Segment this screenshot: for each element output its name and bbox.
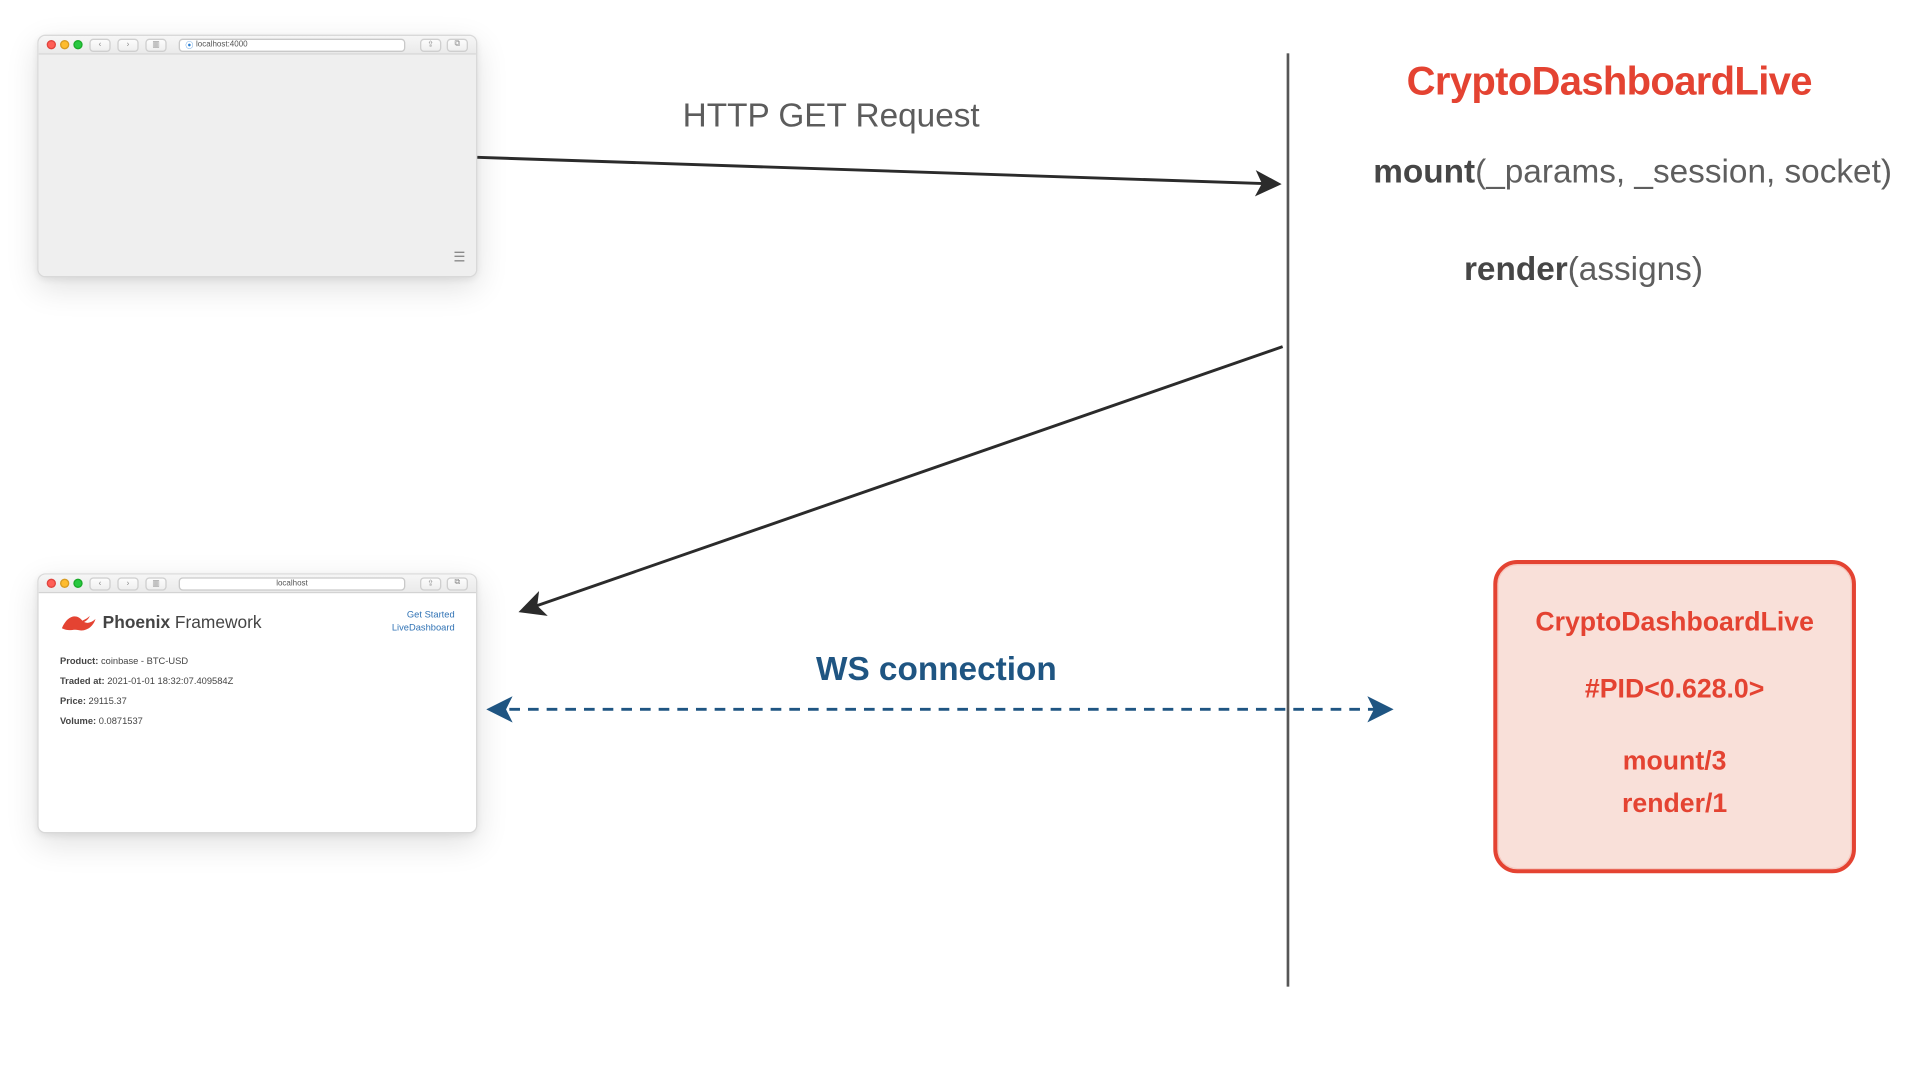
process-pid: #PID<0.628.0> xyxy=(1511,668,1839,711)
minimize-icon[interactable] xyxy=(60,579,69,588)
process-name: CryptoDashboardLive xyxy=(1511,601,1839,644)
tabs-button[interactable]: ⧉ xyxy=(447,38,468,51)
browser2-body: Phoenix Framework Get Started LiveDashbo… xyxy=(39,593,476,832)
back-button[interactable]: ‹ xyxy=(89,577,110,590)
browser1-titlebar: ‹ › ▥ ⦿ localhost:4000 ⇪ ⧉ xyxy=(39,36,476,55)
sidebar-button[interactable]: ▥ xyxy=(145,577,166,590)
browser2-titlebar: ‹ › ▥ localhost ⇪ ⧉ xyxy=(39,575,476,594)
kv-traded-at: Traded at: 2021-01-01 18:32:07.409584Z xyxy=(60,677,455,686)
browser-empty: ‹ › ▥ ⦿ localhost:4000 ⇪ ⧉ ☰ xyxy=(37,35,477,278)
kv-volume: Volume: 0.0871537 xyxy=(60,717,455,726)
browser1-body: ☰ xyxy=(39,55,476,276)
phoenix-bird-icon xyxy=(60,610,97,634)
url-field[interactable]: localhost xyxy=(179,577,406,590)
phoenix-links: Get Started LiveDashboard xyxy=(392,609,455,635)
hamburger-icon: ☰ xyxy=(453,251,465,266)
minimize-icon[interactable] xyxy=(60,40,69,49)
lifeline-divider xyxy=(1287,53,1290,986)
label-http: HTTP GET Request xyxy=(683,97,980,136)
forward-button[interactable]: › xyxy=(117,577,138,590)
label-ws: WS connection xyxy=(816,651,1057,690)
process-call-render: render/1 xyxy=(1511,783,1839,826)
phoenix-header: Phoenix Framework Get Started LiveDashbo… xyxy=(60,601,455,646)
arrow-http-request xyxy=(477,157,1277,184)
browser-phoenix: ‹ › ▥ localhost ⇪ ⧉ Phoenix Framework xyxy=(37,573,477,833)
phoenix-title: Phoenix Framework xyxy=(103,612,262,632)
kv-product: Product: coinbase - BTC-USD xyxy=(60,657,455,666)
share-button[interactable]: ⇪ xyxy=(420,577,441,590)
process-call-mount: mount/3 xyxy=(1511,740,1839,783)
link-live-dashboard[interactable]: LiveDashboard xyxy=(392,622,455,635)
close-icon[interactable] xyxy=(47,579,56,588)
tabs-button[interactable]: ⧉ xyxy=(447,577,468,590)
forward-button[interactable]: › xyxy=(117,38,138,51)
fn-mount: mount(_params, _session, socket) xyxy=(1373,153,1892,192)
maximize-icon[interactable] xyxy=(73,579,82,588)
fn-render: render(assigns) xyxy=(1464,251,1703,290)
maximize-icon[interactable] xyxy=(73,40,82,49)
link-get-started[interactable]: Get Started xyxy=(392,609,455,622)
share-button[interactable]: ⇪ xyxy=(420,38,441,51)
arrow-http-response xyxy=(523,347,1283,611)
process-box: CryptoDashboardLive #PID<0.628.0> mount/… xyxy=(1493,560,1856,873)
url-field[interactable]: ⦿ localhost:4000 xyxy=(179,38,406,51)
back-button[interactable]: ‹ xyxy=(89,38,110,51)
close-icon[interactable] xyxy=(47,40,56,49)
url-text: localhost:4000 xyxy=(196,41,248,49)
module-title: CryptoDashboardLive xyxy=(1407,60,1812,105)
url-text: localhost xyxy=(276,579,308,587)
phoenix-logo: Phoenix Framework xyxy=(60,610,262,634)
kv-price: Price: 29115.37 xyxy=(60,697,455,706)
sidebar-button[interactable]: ▥ xyxy=(145,38,166,51)
